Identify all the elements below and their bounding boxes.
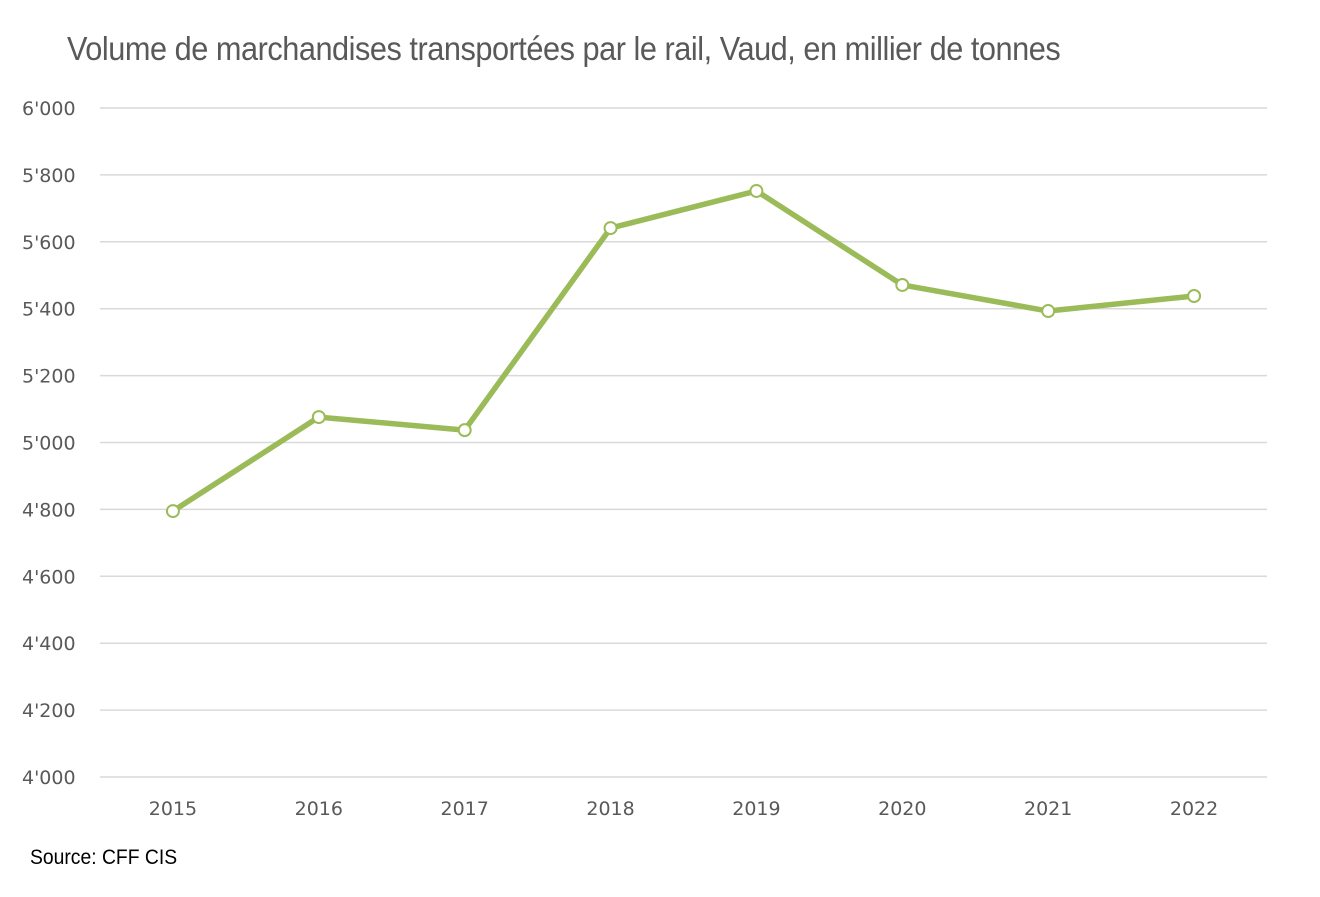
chart-title: Volume de marchandises transportées par …	[67, 30, 1061, 67]
y-tick-label: 5'000	[22, 433, 76, 455]
x-tick-label: 2017	[441, 798, 489, 820]
source-note: Source: CFF CIS	[30, 846, 178, 869]
y-tick-label: 4'800	[22, 499, 76, 521]
y-tick-label: 4'200	[22, 700, 76, 722]
y-tick-label: 6'000	[22, 98, 76, 120]
y-tick-label: 4'000	[22, 767, 76, 789]
x-tick-label: 2016	[295, 798, 343, 820]
x-tick-label: 2018	[586, 798, 634, 820]
data-point	[1041, 304, 1056, 319]
data-point	[165, 504, 180, 519]
data-point	[749, 183, 764, 198]
x-tick-label: 2022	[1170, 798, 1218, 820]
y-tick-label: 5'400	[22, 299, 76, 321]
x-tick-label: 2015	[149, 798, 197, 820]
x-tick-label: 2020	[878, 798, 926, 820]
data-point	[311, 410, 326, 425]
y-tick-label: 5'200	[22, 366, 76, 388]
y-tick-label: 4'600	[22, 566, 76, 588]
data-point	[457, 423, 472, 438]
data-point	[895, 277, 910, 292]
x-tick-label: 2019	[732, 798, 780, 820]
y-tick-label: 4'400	[22, 633, 76, 655]
data-point	[603, 221, 618, 236]
x-tick-label: 2021	[1024, 798, 1072, 820]
data-point	[1187, 288, 1202, 303]
series-line	[171, 188, 1195, 514]
y-tick-label: 5'800	[22, 165, 76, 187]
y-tick-label: 5'600	[22, 232, 76, 254]
